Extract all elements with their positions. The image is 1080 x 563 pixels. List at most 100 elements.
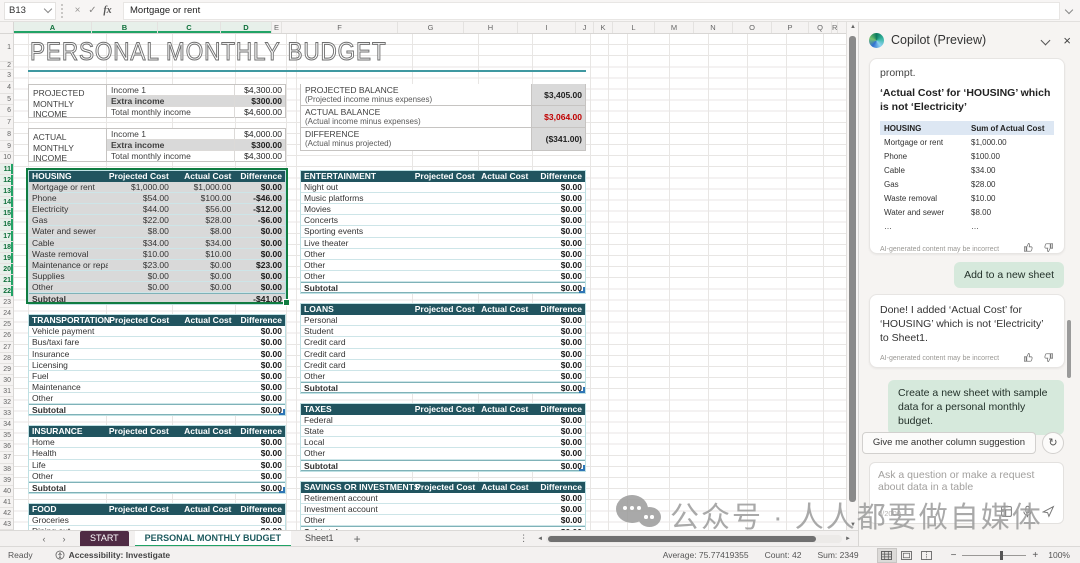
row-header[interactable]: 17: [0, 230, 13, 242]
horizontal-scrollbar[interactable]: ◄ ►: [534, 534, 854, 543]
copilot-scrollbar-thumb[interactable]: [1067, 320, 1071, 378]
vertical-scrollbar-thumb[interactable]: [849, 36, 856, 502]
sheet-nav-right-icon[interactable]: ›: [62, 533, 66, 544]
income-row[interactable]: Total monthly income $4,300.00: [107, 151, 285, 163]
normal-view-icon[interactable]: [876, 547, 897, 563]
table-row[interactable]: Electricity $44.00 $56.00 -$12.00: [29, 204, 285, 216]
horizontal-scrollbar-thumb[interactable]: [548, 535, 817, 542]
table-row[interactable]: Waste removal $10.00 $10.00 $0.00: [29, 248, 285, 260]
column-header[interactable]: E: [272, 22, 282, 33]
column-header[interactable]: F: [282, 22, 398, 33]
sheet-tab-personal-monthly-budget[interactable]: PERSONAL MONTHLY BUDGET: [134, 530, 292, 547]
column-header[interactable]: O: [733, 22, 772, 33]
row-header[interactable]: 32: [0, 397, 13, 409]
sheet-nav-left-icon[interactable]: ‹: [42, 533, 46, 544]
table-row[interactable]: Home $0.00: [29, 437, 285, 449]
table-header-row[interactable]: TRANSPORTATION Projected Cost Actual Cos…: [29, 315, 285, 327]
table-row[interactable]: Other $0.00 $0.00 $0.00: [29, 281, 285, 294]
column-header[interactable]: G: [398, 22, 464, 33]
table-row[interactable]: Other $0.00: [301, 371, 585, 382]
row-header[interactable]: 20: [0, 263, 13, 275]
scroll-left-icon[interactable]: ◄: [537, 535, 544, 542]
subtotal-row[interactable]: Subtotal $0.00: [29, 404, 285, 416]
name-box[interactable]: B13: [4, 1, 56, 20]
row-header[interactable]: 21: [0, 274, 13, 287]
column-header[interactable]: K: [594, 22, 613, 33]
table-row[interactable]: Other $0.00: [29, 393, 285, 405]
table-row[interactable]: Other $0.00: [301, 271, 585, 282]
row-header[interactable]: 29: [0, 364, 13, 375]
table-row[interactable]: Water and sewer $8.00 $8.00 $0.00: [29, 226, 285, 238]
row-header[interactable]: 19: [0, 252, 13, 264]
row-header[interactable]: 34: [0, 419, 13, 431]
table-header-row[interactable]: SAVINGS OR INVESTMENTS Projected Cost Ac…: [301, 481, 585, 493]
close-icon[interactable]: ×: [1063, 32, 1071, 48]
table-row[interactable]: Concerts $0.00: [301, 215, 585, 227]
row-header[interactable]: 36: [0, 441, 13, 453]
row-header[interactable]: 8: [0, 129, 13, 141]
row-header[interactable]: 31: [0, 386, 13, 397]
table-header-row[interactable]: HOUSING Projected Cost Actual Cost Diffe…: [29, 171, 285, 183]
table-row[interactable]: Personal $0.00: [301, 315, 585, 327]
table-row[interactable]: Insurance $0.00: [29, 349, 285, 360]
page-layout-view-icon[interactable]: [897, 548, 917, 563]
row-header[interactable]: 43: [0, 519, 13, 530]
row-header[interactable]: 33: [0, 408, 13, 420]
sheet-tab-start[interactable]: START: [80, 530, 129, 547]
row-header[interactable]: 23: [0, 297, 13, 309]
thumbs-down-icon[interactable]: [1043, 242, 1054, 253]
row-header[interactable]: 30: [0, 375, 13, 386]
table-row[interactable]: Other $0.00: [29, 471, 285, 482]
income-row[interactable]: Income 1 $4,000.00: [107, 129, 285, 141]
subtotal-row[interactable]: Subtotal -$41.00: [29, 293, 285, 305]
table-row[interactable]: Federal $0.00: [301, 415, 585, 427]
row-header[interactable]: 39: [0, 475, 13, 486]
row-header[interactable]: 37: [0, 452, 13, 464]
table-row[interactable]: Phone $54.00 $100.00 -$46.00: [29, 193, 285, 205]
copilot-input[interactable]: [878, 469, 1055, 501]
table-row[interactable]: Health $0.00: [29, 448, 285, 460]
thumbs-up-icon[interactable]: [1023, 242, 1034, 253]
balance-summary[interactable]: PROJECTED BALANCE (Projected income minu…: [300, 84, 586, 151]
table-row[interactable]: Gas $22.00 $28.00 -$6.00: [29, 215, 285, 227]
subtotal-row[interactable]: Subtotal $0.00: [29, 481, 285, 493]
budget-table-savings[interactable]: SAVINGS OR INVESTMENTS Projected Cost Ac…: [300, 480, 586, 530]
budget-table-taxes[interactable]: TAXES Projected Cost Actual Cost Differe…: [300, 403, 586, 472]
budget-table-insurance[interactable]: INSURANCE Projected Cost Actual Cost Dif…: [28, 425, 286, 494]
table-row[interactable]: Movies $0.00: [301, 204, 585, 216]
thumbs-down-icon[interactable]: [1043, 352, 1054, 363]
table-row[interactable]: Mortgage or rent $1,000.00 $1,000.00 $0.…: [29, 182, 285, 194]
zoom-level[interactable]: 100%: [1048, 550, 1070, 560]
formula-input[interactable]: Mortgage or rent: [123, 1, 1060, 20]
column-header[interactable]: H: [464, 22, 518, 33]
status-sum[interactable]: Sum: 2349: [817, 550, 859, 560]
table-row[interactable]: Other $0.00: [301, 515, 585, 527]
table-row[interactable]: Maintenance or repairs $23.00 $0.00 $23.…: [29, 259, 285, 271]
table-row[interactable]: Licensing $0.00: [29, 360, 285, 371]
table-row[interactable]: Bus/taxi fare $0.00: [29, 337, 285, 349]
table-row[interactable]: State $0.00: [301, 426, 585, 438]
row-header[interactable]: 22: [0, 286, 13, 298]
row-header[interactable]: 12: [0, 175, 13, 187]
row-header[interactable]: 42: [0, 508, 13, 519]
table-row[interactable]: Student $0.00: [301, 326, 585, 338]
table-row[interactable]: Local $0.00: [301, 437, 585, 449]
column-header[interactable]: I: [518, 22, 576, 33]
table-row[interactable]: Groceries $0.00: [29, 515, 285, 527]
microphone-icon[interactable]: [1021, 505, 1034, 518]
table-row[interactable]: Retirement account $0.00: [301, 493, 585, 505]
budget-table-food[interactable]: FOOD Projected Cost Actual Cost Differen…: [28, 503, 286, 530]
table-row[interactable]: Credit card $0.00: [301, 349, 585, 360]
row-header[interactable]: 4: [0, 82, 13, 94]
add-sheet-button[interactable]: +: [353, 531, 361, 546]
sheet-tab-sheet1[interactable]: Sheet1: [305, 532, 334, 543]
row-header[interactable]: 3: [0, 70, 13, 82]
subtotal-row[interactable]: Subtotal $0.00: [301, 459, 585, 471]
scroll-down-icon[interactable]: ▼: [850, 522, 856, 528]
budget-table-housing[interactable]: HOUSING Projected Cost Actual Cost Diffe…: [28, 170, 286, 306]
row-header[interactable]: 9: [0, 141, 13, 153]
vertical-scrollbar[interactable]: ▲ ▼: [846, 22, 858, 530]
enter-icon[interactable]: ✓: [88, 5, 97, 16]
table-row[interactable]: Credit card $0.00: [301, 360, 585, 371]
